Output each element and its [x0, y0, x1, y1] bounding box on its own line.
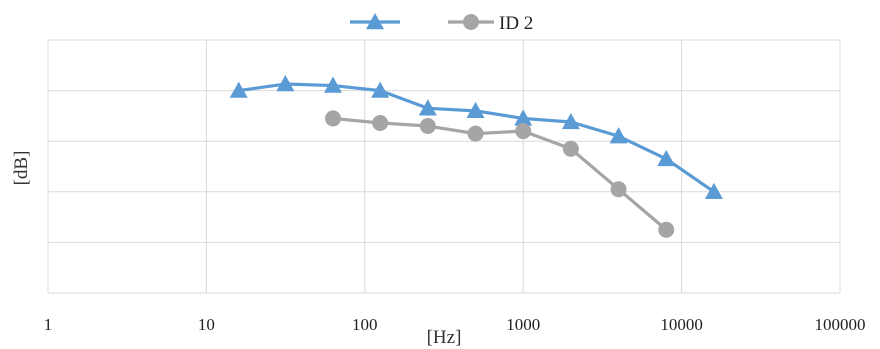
- x-tick-label: 100000: [815, 315, 866, 334]
- triangle-marker: [514, 109, 533, 126]
- y-axis-label: [dB]: [11, 151, 32, 186]
- series: [229, 75, 723, 199]
- series-layer: [229, 75, 723, 238]
- triangle-marker: [324, 76, 343, 93]
- circle-marker: [658, 221, 675, 238]
- legend: ID 2: [350, 13, 533, 34]
- triangle-marker: [657, 149, 676, 167]
- circle-marker: [463, 14, 479, 30]
- triangle-marker: [561, 112, 580, 130]
- x-tick-label: 1: [44, 315, 53, 334]
- triangle-marker: [466, 101, 485, 119]
- grid-layer: [47, 39, 841, 294]
- x-tick-label: 100: [352, 315, 378, 334]
- circle-marker: [562, 140, 579, 157]
- circle-marker: [372, 114, 389, 131]
- circle-marker: [467, 125, 484, 142]
- x-tick-label: 10: [198, 315, 215, 334]
- x-tick-label: 1000: [506, 315, 540, 334]
- triangle-marker: [609, 127, 628, 144]
- x-axis-label: [Hz]: [427, 327, 462, 348]
- triangle-marker: [418, 99, 437, 116]
- triangle-marker: [371, 81, 390, 98]
- legend-label: ID 2: [499, 13, 533, 34]
- x-tick-label: 10000: [660, 315, 703, 334]
- circle-marker: [610, 181, 627, 198]
- triangle-marker: [276, 75, 295, 92]
- triangle-marker: [366, 13, 384, 30]
- triangle-marker: [704, 182, 723, 199]
- circle-marker: [325, 110, 342, 127]
- x-tick-labels: 1 10 100 1000 10000 100000: [44, 315, 866, 334]
- circle-marker: [419, 118, 436, 135]
- triangle-marker: [229, 81, 248, 98]
- circle-marker: [515, 123, 532, 140]
- series: [325, 110, 675, 238]
